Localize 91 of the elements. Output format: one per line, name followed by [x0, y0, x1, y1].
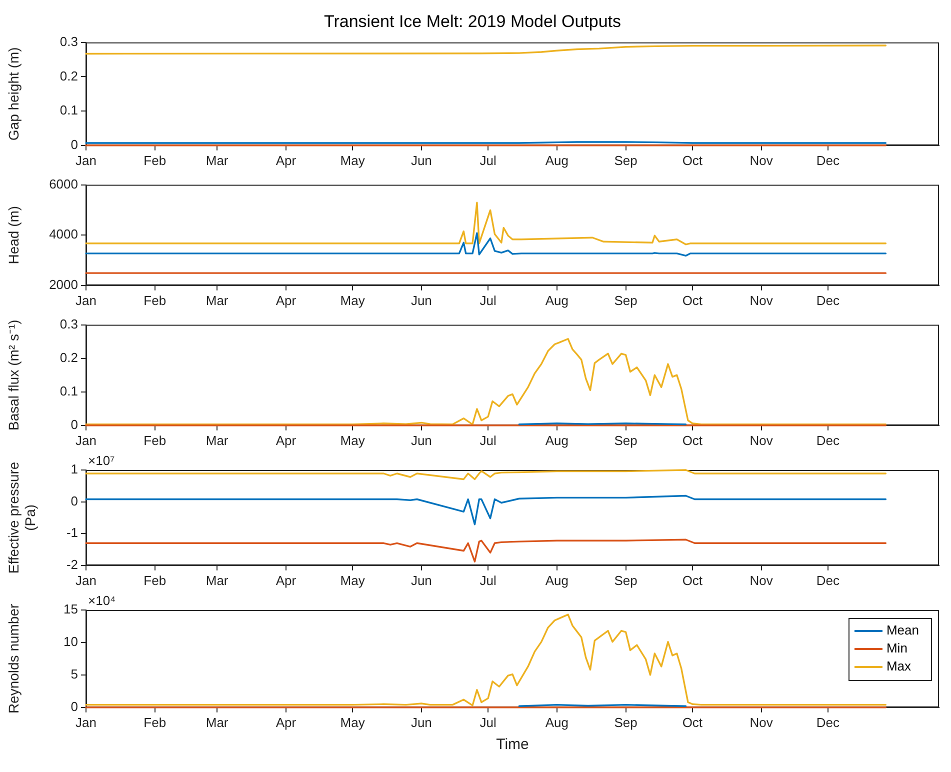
x-tick-label: Nov [750, 572, 774, 588]
x-tick-label: Aug [545, 572, 568, 588]
x-tick-label: May [340, 152, 366, 168]
x-tick-label: Feb [144, 432, 166, 448]
x-tick-label: Jun [410, 714, 432, 730]
x-tick-label: Dec [816, 572, 840, 588]
x-tick-label: Jul [480, 292, 496, 308]
y-tick-label: 15 [64, 602, 78, 617]
y-axis-title: Head (m) [5, 206, 22, 264]
y-tick-label: 4000 [49, 226, 78, 242]
y-tick-label: 0 [70, 493, 78, 508]
legend-label: Max [886, 658, 912, 674]
x-tick-label: Jul [480, 714, 496, 730]
x-tick-label: Sep [614, 432, 638, 448]
x-tick-label: Nov [750, 152, 774, 168]
x-tick-label: Apr [276, 152, 297, 168]
x-tick-label: Mar [206, 572, 229, 588]
x-tick-label: Jul [480, 432, 496, 448]
x-tick-label: May [340, 714, 366, 730]
x-tick-label: Feb [144, 292, 166, 308]
x-tick-label: May [340, 292, 366, 308]
x-tick-label: Oct [682, 572, 703, 588]
x-tick-label: Jan [76, 292, 96, 308]
x-tick-label: Apr [276, 572, 297, 588]
y-tick-label: 10 [64, 634, 78, 650]
y-axis-title: Gap height (m) [5, 47, 22, 141]
y-tick-label: 0.2 [60, 350, 78, 365]
y-tick-label: 0 [70, 136, 78, 152]
x-tick-label: Jun [410, 152, 432, 168]
legend-label: Mean [886, 622, 920, 638]
x-tick-label: Feb [144, 152, 166, 168]
x-tick-label: Apr [276, 292, 297, 308]
y-tick-label: 0.3 [60, 316, 78, 332]
x-tick-label: Apr [276, 432, 297, 448]
x-tick-label: Mar [206, 152, 229, 168]
x-tick-label: Jun [410, 292, 432, 308]
y-tick-label: -2 [66, 556, 78, 572]
x-tick-label: Sep [614, 152, 638, 168]
x-tick-label: Dec [816, 152, 840, 168]
x-tick-label: Jul [480, 572, 496, 588]
x-axis-title: Time [496, 736, 529, 754]
x-tick-label: Nov [750, 714, 774, 730]
y-tick-label: 6000 [49, 176, 78, 192]
y-tick-label: 0.3 [60, 34, 78, 49]
x-tick-label: Apr [276, 714, 297, 730]
x-tick-label: Jul [480, 152, 496, 168]
y-tick-label: 0.1 [60, 383, 78, 398]
x-tick-label: Aug [545, 432, 568, 448]
y-axis-title: Reynolds number [5, 604, 22, 714]
x-tick-label: May [340, 572, 366, 588]
x-tick-label: Jan [76, 572, 96, 588]
x-tick-label: Dec [816, 714, 840, 730]
x-tick-label: Sep [614, 292, 638, 308]
x-tick-label: Oct [682, 152, 703, 168]
x-tick-label: Nov [750, 432, 774, 448]
y-tick-label: 0.1 [60, 102, 78, 118]
x-tick-label: Dec [816, 432, 840, 448]
x-tick-label: Jun [410, 432, 432, 448]
x-tick-label: Jan [76, 152, 96, 168]
x-tick-label: Feb [144, 714, 166, 730]
y-tick-label: 0.2 [60, 68, 78, 84]
x-tick-label: Aug [545, 152, 568, 168]
y-tick-label: 0 [70, 416, 78, 432]
y-tick-label: 1 [70, 462, 78, 477]
y-tick-label: -1 [66, 525, 78, 540]
y-tick-label: 5 [70, 666, 78, 682]
y-tick-label: 2000 [49, 276, 78, 292]
x-tick-label: Jan [76, 714, 96, 730]
text: ×10⁴ [88, 593, 116, 608]
x-tick-label: Aug [545, 714, 568, 730]
chart-title: Transient Ice Melt: 2019 Model Outputs [324, 12, 622, 31]
x-tick-label: Jun [410, 572, 432, 588]
x-tick-label: Mar [206, 714, 229, 730]
x-tick-label: Aug [545, 292, 568, 308]
y-tick-label: 0 [70, 698, 78, 714]
x-tick-label: Nov [750, 292, 774, 308]
x-tick-label: Sep [614, 572, 638, 588]
x-tick-label: Oct [682, 432, 703, 448]
text: ×10⁷ [88, 453, 116, 468]
x-tick-label: Oct [682, 714, 703, 730]
y-axis-title: Basal flux (m² s⁻¹) [5, 320, 22, 430]
x-tick-label: Feb [144, 572, 166, 588]
x-tick-label: Jan [76, 432, 96, 448]
x-tick-label: May [340, 432, 366, 448]
x-tick-label: Sep [614, 714, 638, 730]
legend-label: Min [886, 640, 908, 656]
x-tick-label: Mar [206, 292, 229, 308]
x-tick-label: Dec [816, 292, 840, 308]
x-tick-label: Oct [682, 292, 703, 308]
y-axis-title: Effective pressure (Pa) [5, 462, 38, 574]
x-tick-label: Mar [206, 432, 229, 448]
